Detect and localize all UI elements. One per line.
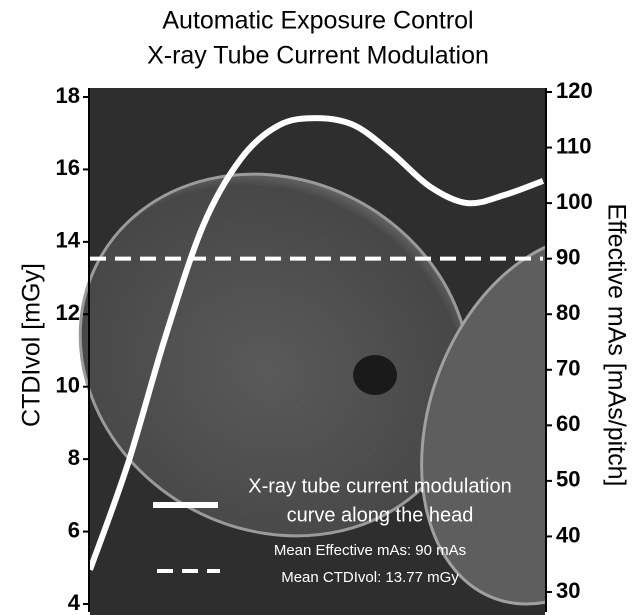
y-tick-label: 10 [56, 373, 80, 398]
legend-text: Mean CTDIvol: 13.77 mGy [281, 569, 459, 586]
curve [87, 115, 545, 571]
y-tick-label: 16 [56, 155, 80, 180]
y-tick-label: 14 [56, 228, 81, 253]
y-tick-label: 4 [68, 590, 81, 615]
y-tick-label: 12 [56, 300, 80, 325]
y-tick-label: 18 [56, 83, 80, 108]
y2-tick-label: 110 [556, 133, 592, 158]
y-axis-label: CTDIvol [mGy] [18, 263, 46, 427]
y2-tick-label: 50 [556, 467, 580, 492]
y2-tick-label: 120 [556, 78, 593, 103]
legend-text: curve along the head [287, 504, 474, 526]
y2-tick-label: 30 [556, 578, 580, 603]
y2-tick-label: 90 [556, 244, 580, 269]
y2-tick-label: 80 [556, 300, 580, 325]
y2-tick-label: 100 [556, 189, 593, 214]
y2-tick-label: 40 [556, 522, 580, 547]
chart-title: Automatic Exposure Control [162, 7, 473, 35]
chart-title: X-ray Tube Current Modulation [147, 42, 489, 70]
y2-tick-label: 70 [556, 356, 580, 381]
y-tick-label: 8 [68, 445, 80, 470]
y2-tick-label: 60 [556, 411, 580, 436]
plot [87, 115, 545, 571]
legend-text: Mean Effective mAs: 90 mAs [274, 542, 466, 559]
right-margin [545, 88, 633, 615]
xray-cavity [353, 355, 397, 395]
legend-text: X-ray tube current modulation [248, 475, 511, 497]
y-tick-label: 6 [68, 517, 80, 542]
y2-axis-label: Effective mAs [mAs/pitch] [602, 204, 630, 487]
